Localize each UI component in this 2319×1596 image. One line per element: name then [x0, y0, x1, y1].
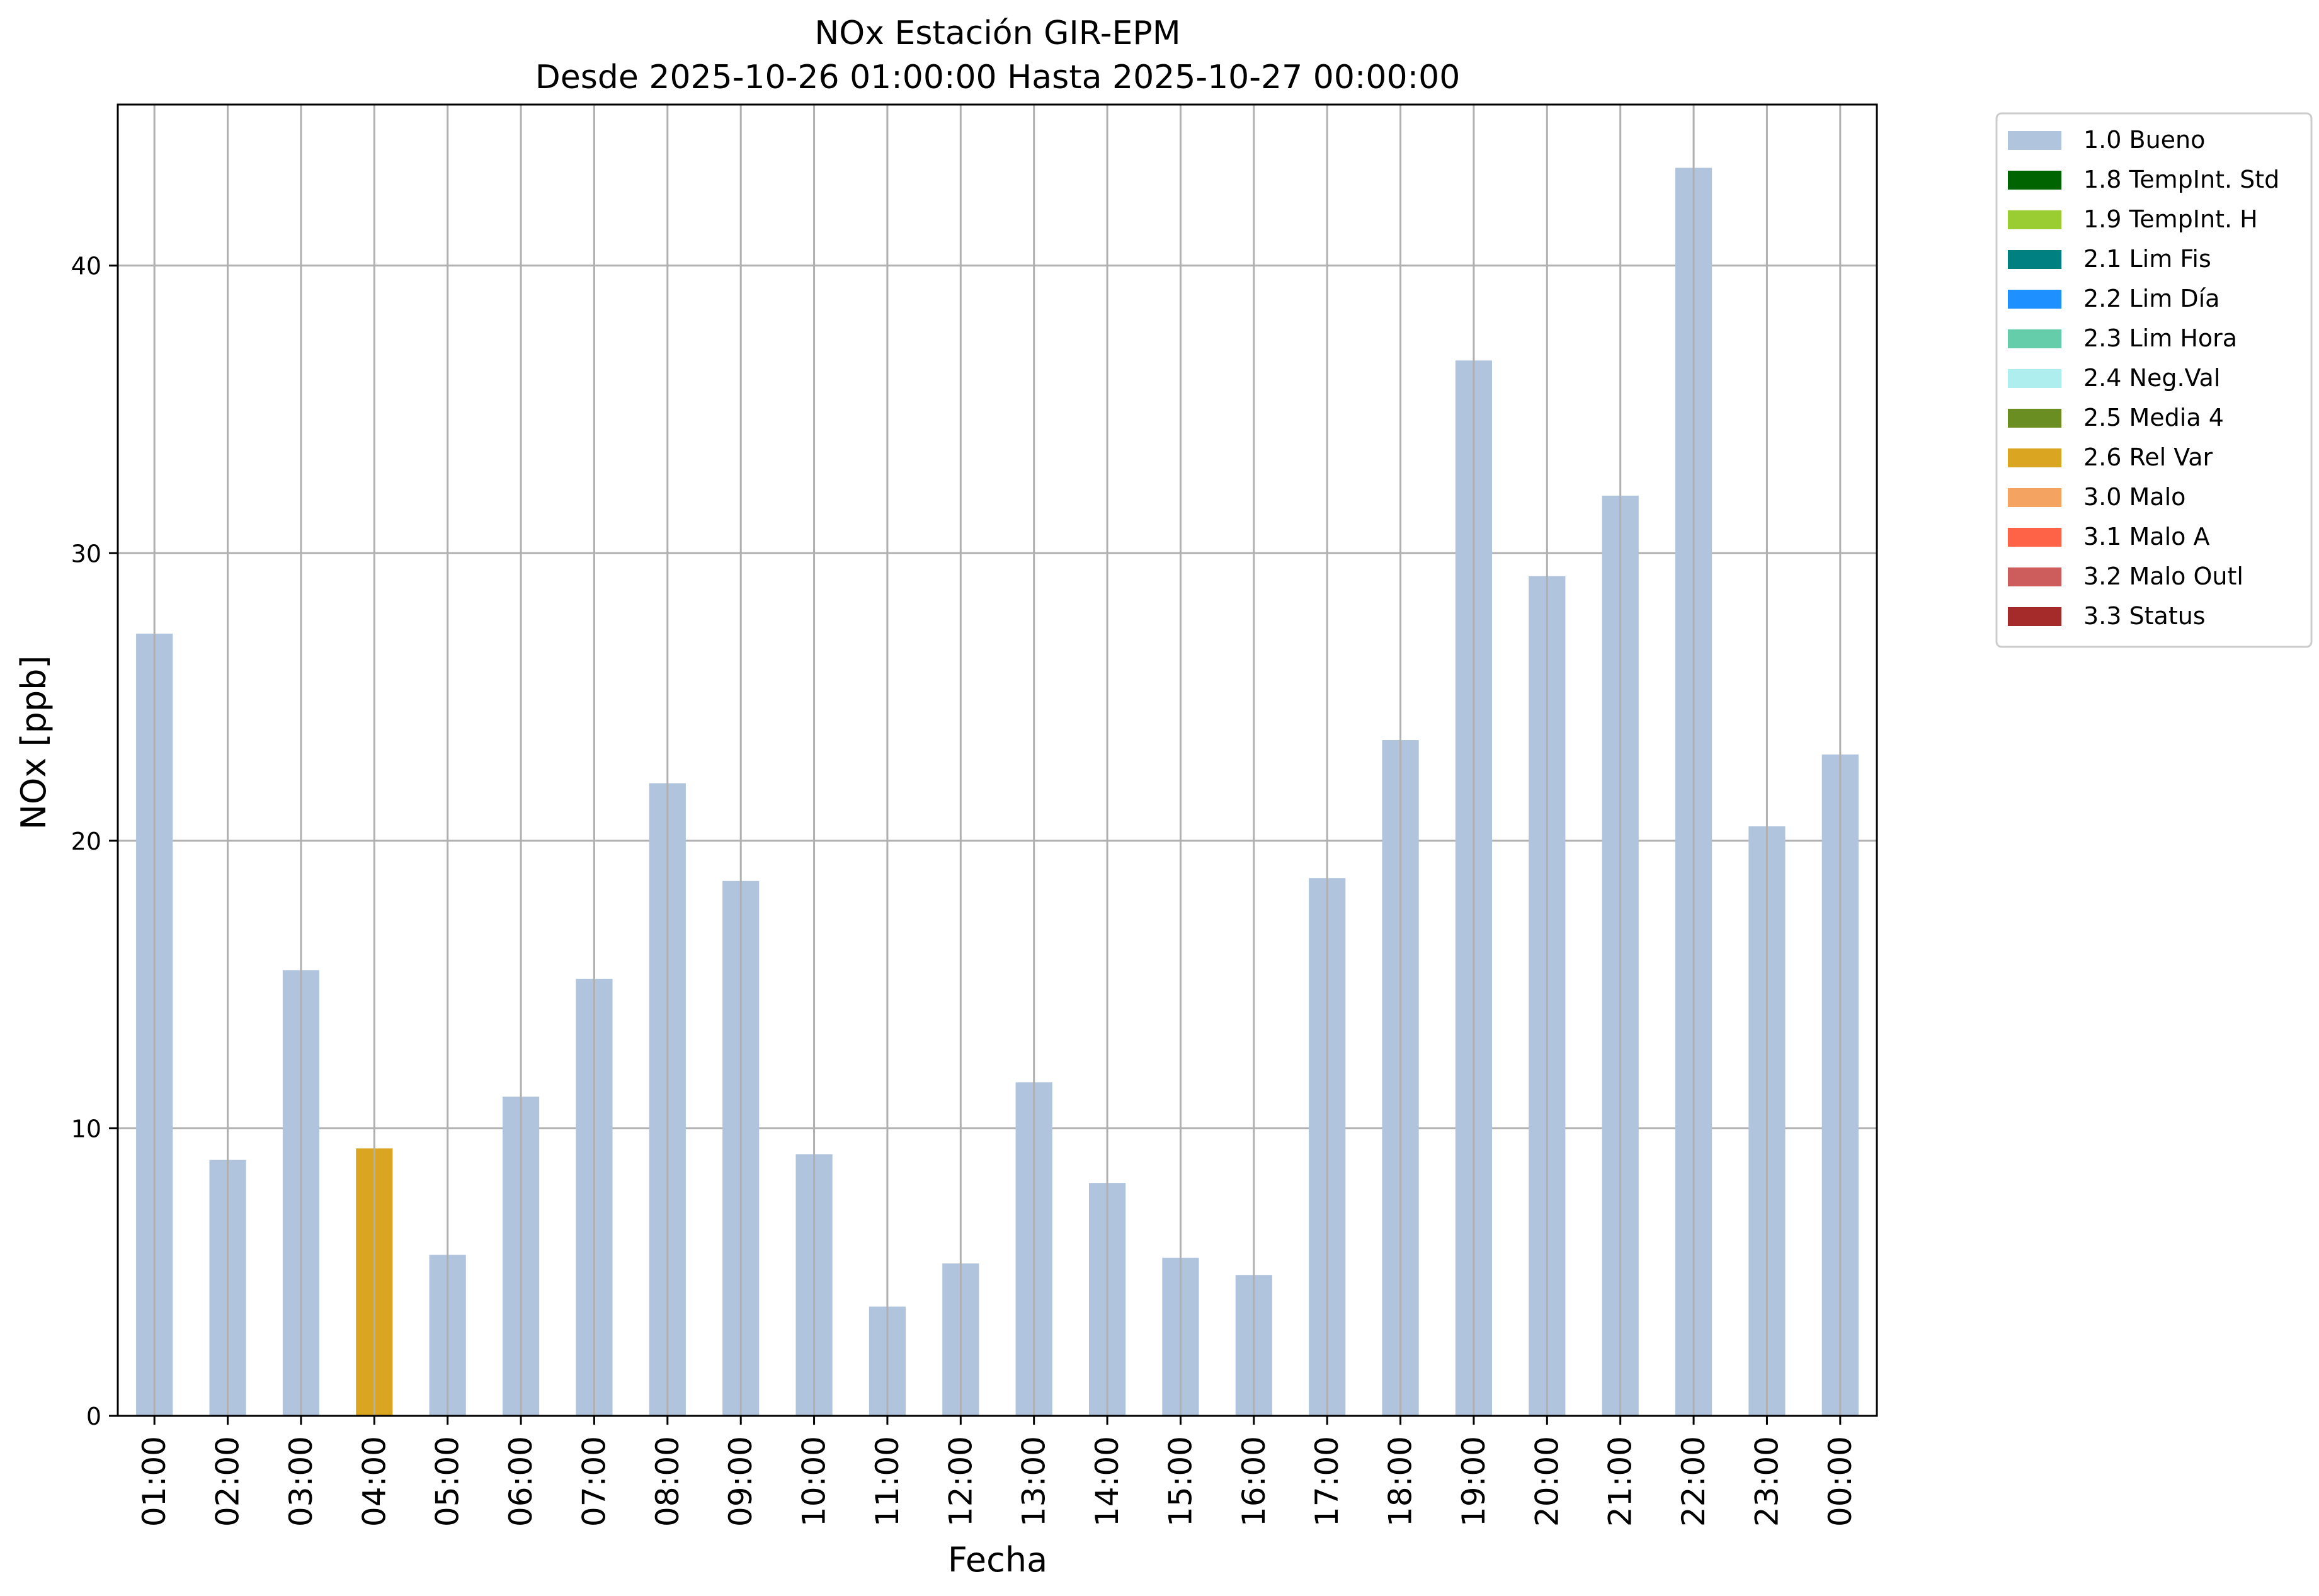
y-tick-label: 0	[86, 1403, 101, 1430]
legend-label: 3.3 Status	[2083, 602, 2206, 630]
y-tick-label: 10	[71, 1115, 101, 1143]
legend-label: 1.9 TempInt. H	[2083, 205, 2258, 233]
legend-label: 2.1 Lim Fis	[2083, 245, 2211, 273]
y-axis-label: NOx [ppb]	[14, 656, 54, 830]
legend-swatch	[2008, 528, 2061, 547]
legend-label: 2.2 Lim Día	[2083, 285, 2219, 312]
legend-swatch	[2008, 210, 2061, 229]
legend-label: 2.3 Lim Hora	[2083, 324, 2237, 352]
x-axis-label: Fecha	[948, 1540, 1047, 1580]
x-tick-label: 08:00	[649, 1436, 686, 1527]
legend-swatch	[2008, 369, 2061, 388]
bars	[136, 168, 1859, 1416]
x-tick-label: 02:00	[210, 1436, 246, 1527]
x-tick-label: 18:00	[1382, 1436, 1419, 1527]
legend-label: 2.5 Media 4	[2083, 404, 2224, 431]
legend-label: 3.2 Malo Outl	[2083, 562, 2243, 590]
legend-swatch	[2008, 171, 2061, 190]
legend-swatch	[2008, 448, 2061, 467]
x-tick-label: 16:00	[1236, 1436, 1272, 1527]
x-tick-label: 22:00	[1675, 1436, 1712, 1527]
x-tick-label: 23:00	[1748, 1436, 1785, 1527]
legend-swatch	[2008, 290, 2061, 309]
y-tick-label: 40	[71, 253, 101, 280]
x-tick-label: 17:00	[1309, 1436, 1345, 1527]
x-tick-label: 06:00	[503, 1436, 539, 1527]
x-tick-label: 04:00	[356, 1436, 392, 1527]
legend-label: 2.6 Rel Var	[2083, 443, 2213, 471]
legend-label: 1.8 TempInt. Std	[2083, 166, 2279, 193]
legend-label: 3.1 Malo A	[2083, 523, 2209, 550]
x-tick-label: 15:00	[1162, 1436, 1199, 1527]
x-tick-label: 10:00	[796, 1436, 833, 1527]
chart-subtitle: Desde 2025-10-26 01:00:00 Hasta 2025-10-…	[535, 59, 1461, 96]
plot-frame	[117, 103, 1878, 1417]
x-tick-label: 09:00	[722, 1436, 759, 1527]
legend-frame	[1995, 112, 2313, 648]
legend-swatch	[2008, 329, 2061, 348]
x-tick-label: 11:00	[869, 1436, 906, 1527]
x-tick-label: 05:00	[430, 1436, 466, 1527]
x-tick-label: 01:00	[136, 1436, 173, 1527]
x-tick-label: 12:00	[942, 1436, 979, 1527]
chart-title: NOx Estación GIR-EPM	[814, 14, 1180, 52]
legend-swatch	[2008, 409, 2061, 428]
x-axis-ticks: 01:00 02:00 03:00 04:00 05:00 06:00 07:00 08:00…	[136, 1416, 1859, 1527]
legend-swatch	[2008, 607, 2061, 626]
legend-swatch	[2008, 488, 2061, 507]
x-tick-label: 19:00	[1456, 1436, 1492, 1527]
x-tick-label: 07:00	[576, 1436, 612, 1527]
y-tick-label: 30	[71, 540, 101, 567]
legend-label: 3.0 Malo	[2083, 483, 2185, 511]
x-tick-label: 20:00	[1529, 1436, 1565, 1527]
y-axis-ticks: 0 10 20 30 40	[71, 253, 118, 1430]
legend: 1.0 Bueno 1.8 TempInt. Std 1.9 TempInt. H 2…	[1995, 112, 2313, 648]
vertical-grid-lines	[153, 105, 1842, 1416]
x-tick-label: 13:00	[1016, 1436, 1052, 1527]
x-tick-label: 21:00	[1602, 1436, 1639, 1527]
legend-swatch	[2008, 567, 2061, 586]
x-tick-label: 00:00	[1822, 1436, 1859, 1527]
x-tick-label: 03:00	[283, 1436, 319, 1527]
x-tick-label: 14:00	[1089, 1436, 1125, 1527]
y-tick-label: 20	[71, 828, 101, 855]
legend-swatch	[2008, 131, 2061, 150]
legend-label: 1.0 Bueno	[2083, 126, 2205, 154]
legend-swatch	[2008, 250, 2061, 269]
legend-label: 2.4 Neg.Val	[2083, 364, 2220, 392]
